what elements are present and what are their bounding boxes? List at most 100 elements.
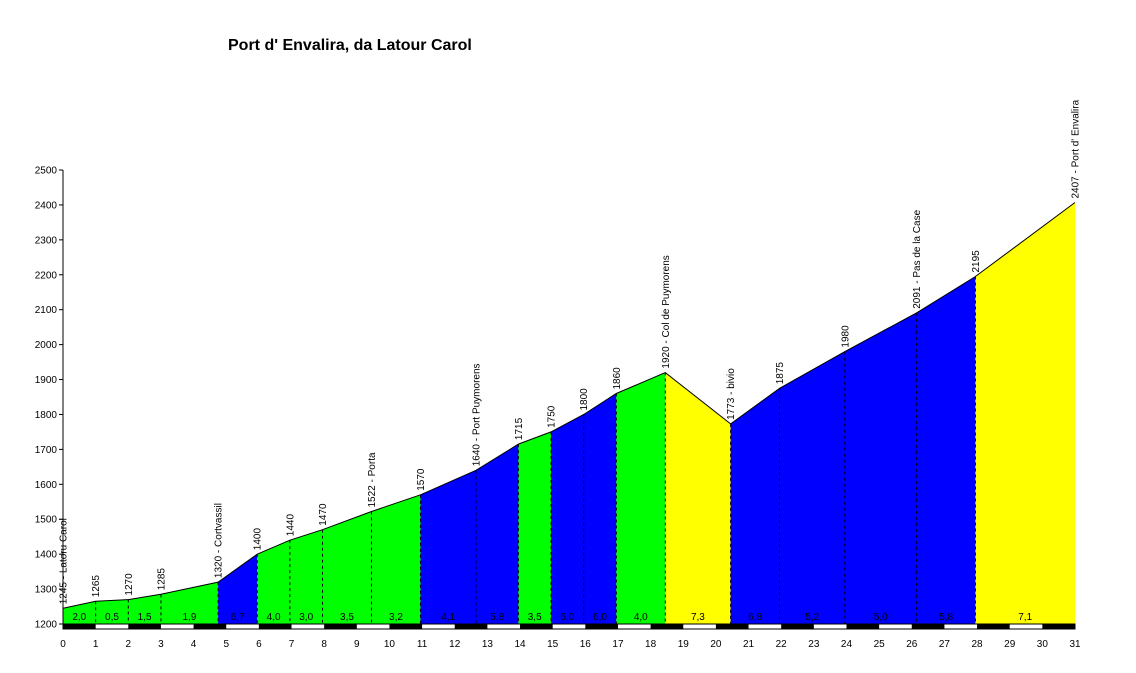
x-tick-label: 18 <box>645 639 657 650</box>
gradient-label: 1,9 <box>183 612 197 623</box>
y-tick-label: 1500 <box>35 515 58 526</box>
gradient-label: 5,8 <box>939 612 953 623</box>
profile-segment-3 <box>257 494 421 624</box>
x-tick-label: 10 <box>384 639 396 650</box>
profile-segment-6 <box>551 393 617 624</box>
x-tick-label: 4 <box>191 639 197 650</box>
elevation-label: 1715 <box>514 417 525 440</box>
gradient-label: 6,7 <box>231 612 245 623</box>
gradient-labels: 2,0 0,5 1,5 1,9 6,7 4,0 3,0 3,5 3,2 4,1 5,8 3,5 5,0 6… <box>72 612 1032 623</box>
x-tick-label: 6 <box>256 639 262 650</box>
x-tick-label: 0 <box>60 639 66 650</box>
elevation-label: 2407 - Port d' Envalira <box>1071 99 1082 198</box>
elevation-label: 1270 <box>124 573 135 596</box>
profile-segment-10 <box>975 202 1075 624</box>
x-tick-label: 31 <box>1069 639 1081 650</box>
distance-bar-block <box>520 624 553 629</box>
elevation-label: 1860 <box>612 367 623 390</box>
x-tick-label: 29 <box>1004 639 1016 650</box>
distance-bar-block <box>454 624 488 629</box>
elevation-label: 1320 - Cortvassil <box>214 503 225 578</box>
y-tick-label: 2200 <box>35 270 58 281</box>
x-tick-label: 14 <box>514 639 526 650</box>
distance-bar-block <box>781 624 814 629</box>
distance-bar-block <box>63 624 96 629</box>
distance-bar-block <box>1042 624 1075 629</box>
gradient-label: 6,8 <box>748 612 762 623</box>
x-tick-label: 30 <box>1037 639 1049 650</box>
distance-bar-block <box>846 624 880 629</box>
gradient-label: 7,1 <box>1018 612 1032 623</box>
distance-bar-block <box>715 624 749 629</box>
elevation-label: 2195 <box>971 250 982 273</box>
x-tick-label: 27 <box>939 639 951 650</box>
distance-bar-block <box>911 624 945 629</box>
x-tick-label: 28 <box>972 639 984 650</box>
y-tick-label: 1400 <box>35 550 58 561</box>
elevation-label: 1245 - Latoru Carol <box>59 518 70 604</box>
gradient-label: 3,0 <box>299 612 313 623</box>
profile-segment-8 <box>665 372 731 624</box>
x-tick-label: 22 <box>776 639 788 650</box>
x-tick-label: 2 <box>126 639 132 650</box>
x-tick-label: 1 <box>93 639 99 650</box>
gradient-label: 3,5 <box>340 612 354 623</box>
distance-bar <box>62 623 1076 630</box>
x-tick-label: 17 <box>612 639 624 650</box>
profile-segment-9 <box>730 276 976 624</box>
gradient-label: 3,2 <box>389 612 403 623</box>
profile-outline <box>62 202 1076 609</box>
elevation-label: 1522 - Porta <box>367 452 378 507</box>
distance-bar-block <box>585 624 618 629</box>
elevation-label: 1400 <box>253 528 264 551</box>
gradient-label: 1,5 <box>138 612 152 623</box>
distance-bar-block <box>324 624 357 629</box>
distance-bar-block <box>389 624 423 629</box>
gradient-label: 4,0 <box>267 612 281 623</box>
x-axis-ticks: 0 1 2 3 4 5 6 7 8 9 10 11 12 13 14 15 16 17 18 19 20 21 22 23 24… <box>60 639 1081 650</box>
elevation-label: 1265 <box>91 575 102 598</box>
y-tick-label: 1900 <box>35 375 58 386</box>
gradient-label: 4,0 <box>634 612 648 623</box>
elevation-label: 1800 <box>579 388 590 411</box>
profile-segment-1 <box>63 582 219 624</box>
gradient-label: 3,5 <box>528 612 542 623</box>
x-tick-label: 3 <box>158 639 164 650</box>
x-tick-label: 26 <box>906 639 918 650</box>
x-tick-label: 9 <box>354 639 360 650</box>
distance-bar-block <box>977 624 1010 629</box>
gradient-label: 5,0 <box>874 612 888 623</box>
segment-dividers <box>95 276 976 624</box>
x-tick-label: 23 <box>808 639 820 650</box>
y-tick-label: 2100 <box>35 305 58 316</box>
elevation-labels: 1245 - Latoru Carol 1265 1270 1285 1320 - Co… <box>59 99 1082 604</box>
x-tick-label: 15 <box>547 639 559 650</box>
distance-bar-block <box>650 624 684 629</box>
x-tick-label: 7 <box>289 639 295 650</box>
gradient-label: 4,1 <box>441 612 455 623</box>
distance-bar-block <box>193 624 227 629</box>
profile-segment-4 <box>420 444 519 624</box>
profile-fill-group <box>63 202 1075 624</box>
elevation-label: 2091 - Pas de la Case <box>912 209 923 308</box>
x-tick-label: 24 <box>841 639 853 650</box>
elevation-label: 1285 <box>156 568 167 591</box>
x-tick-label: 12 <box>449 639 461 650</box>
elevation-label: 1773 - bivio <box>726 368 737 420</box>
profile-segment-2 <box>218 554 258 624</box>
gradient-label: 6,0 <box>593 612 607 623</box>
y-tick-label: 1300 <box>35 585 58 596</box>
elevation-label: 1440 <box>285 514 296 537</box>
y-tick-label: 2300 <box>35 235 58 246</box>
x-tick-label: 19 <box>678 639 690 650</box>
x-tick-label: 25 <box>874 639 886 650</box>
gradient-label: 5,0 <box>560 612 574 623</box>
profile-segment-5 <box>518 431 552 624</box>
gradient-label: 2,0 <box>72 612 86 623</box>
x-tick-label: 5 <box>223 639 229 650</box>
elevation-label: 1750 <box>547 405 558 428</box>
y-tick-label: 1800 <box>35 410 58 421</box>
chart-title: Port d' Envalira, da Latour Carol <box>228 37 472 54</box>
distance-bar-block <box>258 624 292 629</box>
